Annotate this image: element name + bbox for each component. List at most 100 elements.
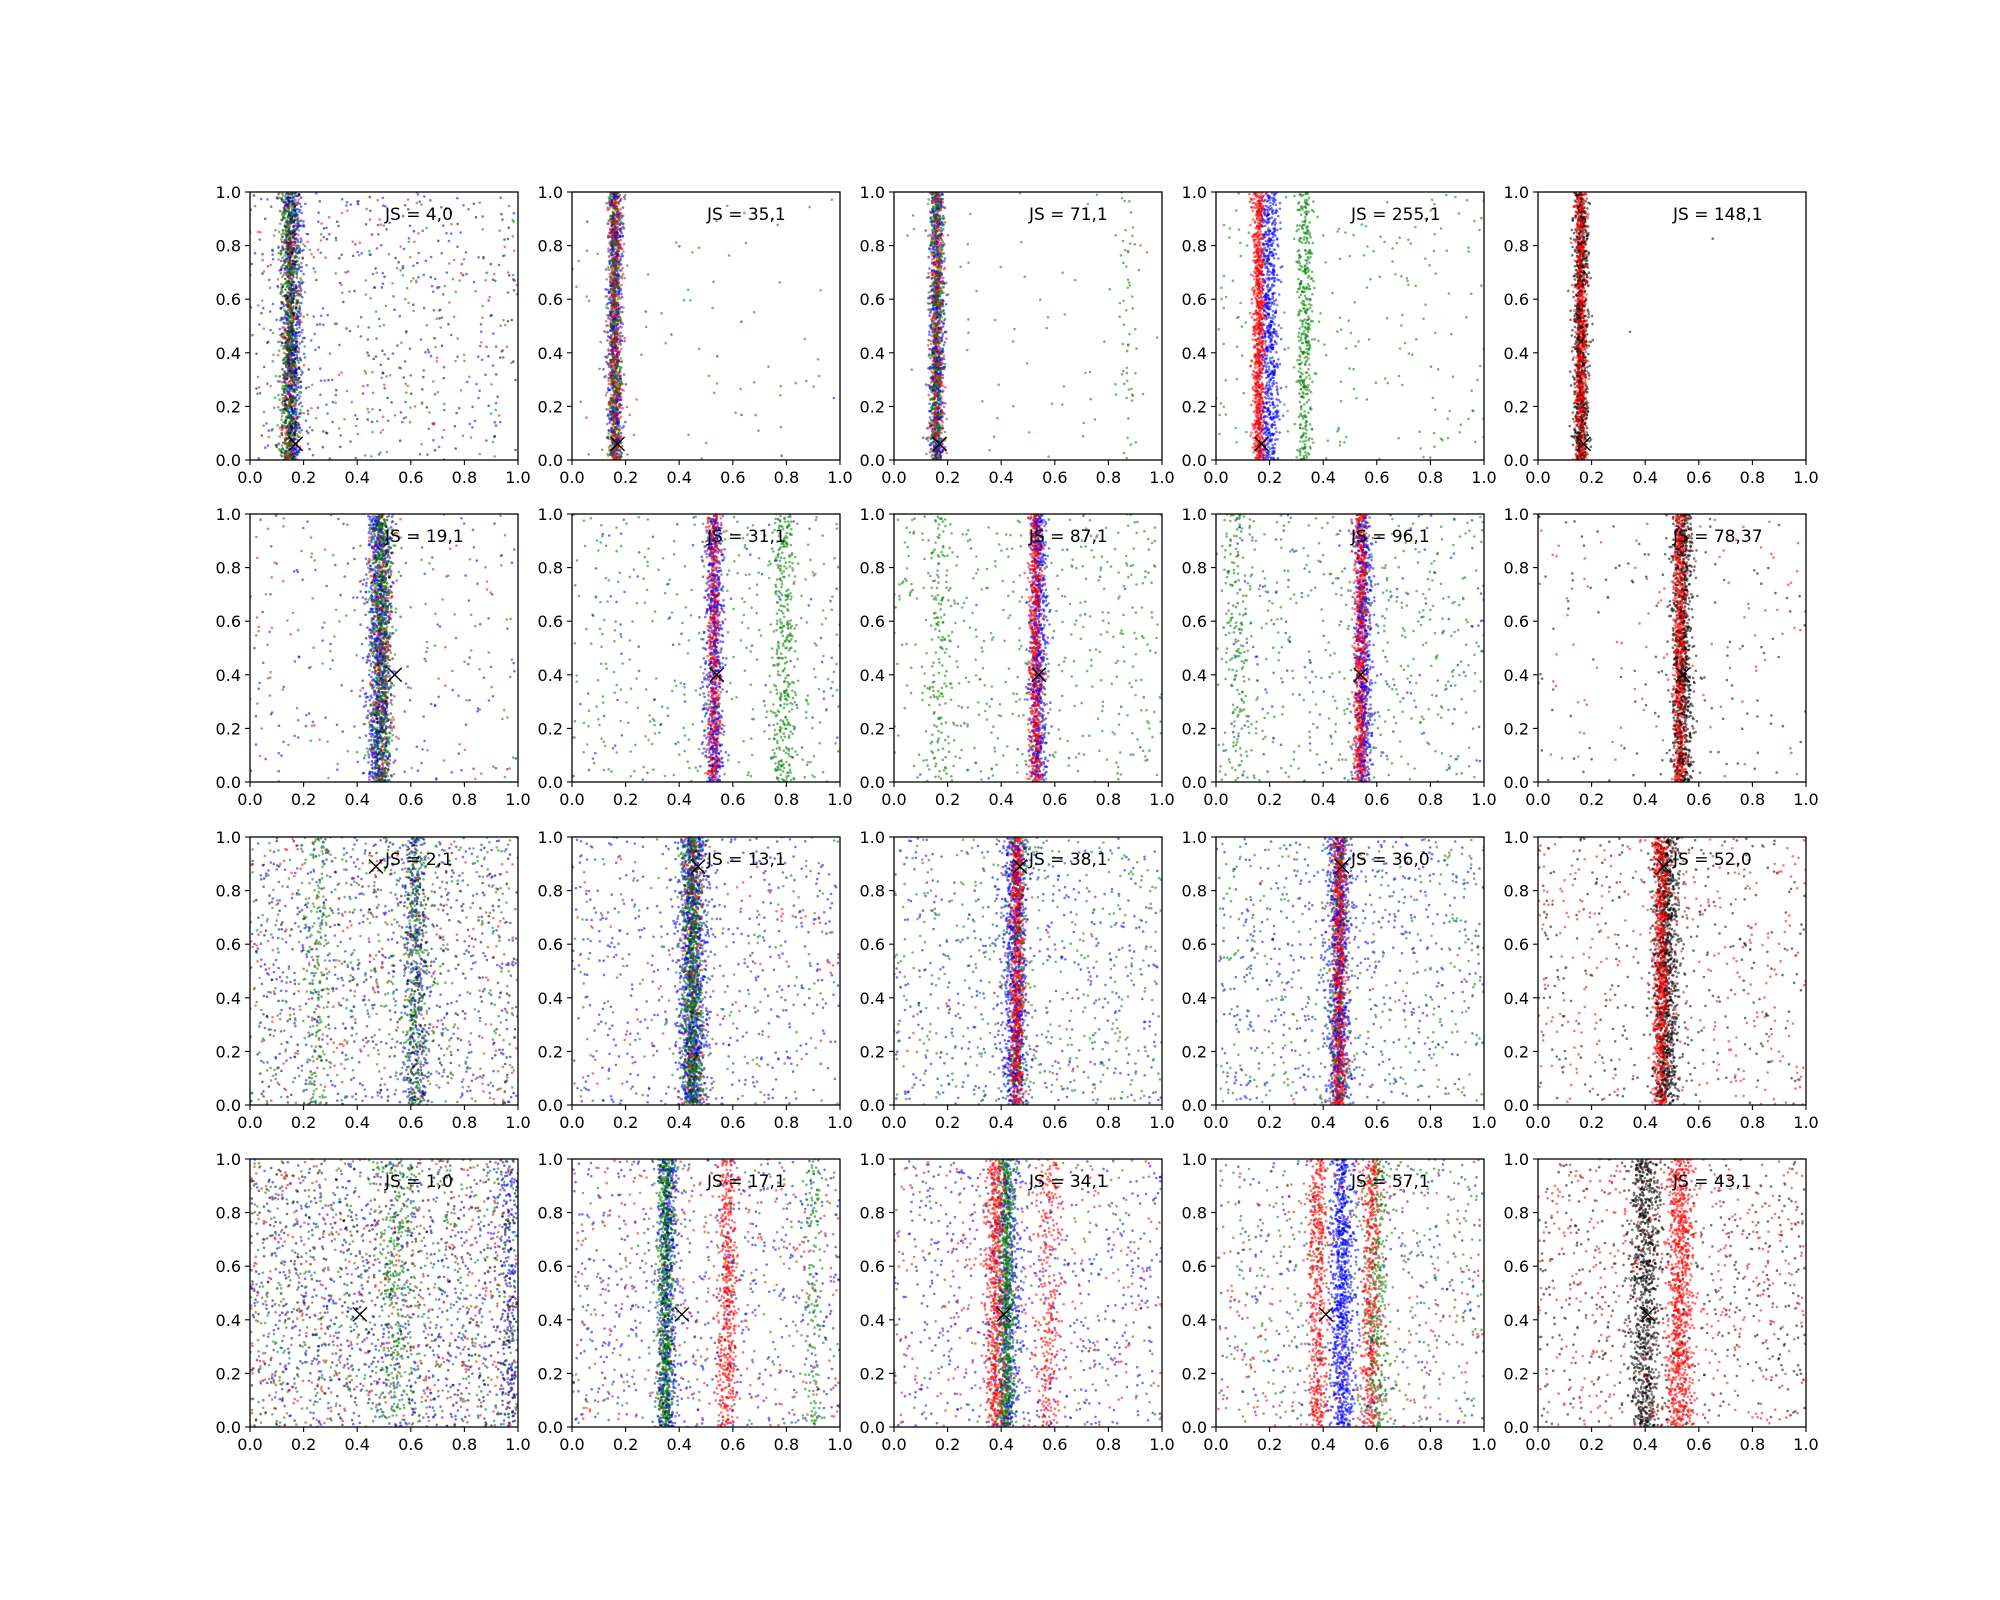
data-point-blue: [398, 366, 401, 370]
data-point-green: [621, 273, 625, 276]
data-point-green: [286, 425, 290, 428]
x-tick-label: 1.0: [505, 468, 530, 487]
data-point-black: [280, 451, 283, 454]
data-point-blue: [345, 200, 349, 204]
data-point-blue: [942, 343, 946, 347]
data-point-red: [280, 335, 283, 339]
data-point-blue: [614, 426, 617, 429]
y-tick-label: 0.4: [538, 344, 563, 363]
data-point-blue: [280, 318, 284, 321]
data-point-blue: [619, 431, 623, 435]
data-point-blue: [423, 195, 426, 198]
data-point-red: [435, 360, 439, 363]
data-point-blue: [258, 323, 261, 326]
data-point-green: [380, 376, 384, 380]
data-point-blue: [299, 237, 303, 240]
data-point-blue: [291, 288, 294, 292]
data-point-black: [250, 262, 253, 266]
data-point-red: [459, 389, 463, 392]
data-point-blue: [616, 337, 619, 341]
data-point-green: [294, 340, 298, 343]
data-point-blue: [618, 425, 621, 428]
data-point-black: [390, 401, 393, 404]
data-point-blue: [429, 255, 433, 259]
data-point-blue: [296, 453, 299, 457]
data-point-blue: [494, 401, 498, 405]
data-point-red: [462, 257, 466, 261]
data-point-red: [388, 374, 392, 377]
data-point-green: [300, 369, 303, 373]
data-point-blue: [295, 252, 298, 255]
data-point-green: [660, 312, 663, 315]
data-point-red: [297, 233, 300, 237]
data-point-blue: [381, 204, 385, 207]
data-point-red: [291, 241, 295, 244]
data-point-green: [997, 383, 1000, 387]
y-tick-label: 1.0: [216, 183, 241, 202]
data-point-blue: [316, 406, 320, 410]
data-point-red: [290, 449, 294, 453]
data-point-blue: [338, 343, 341, 347]
data-point-blue: [477, 255, 480, 259]
data-point-green: [292, 196, 295, 199]
data-point-blue: [619, 289, 622, 292]
data-point-red: [617, 280, 621, 284]
data-point-red: [505, 345, 509, 349]
data-point-black: [425, 406, 429, 409]
data-point-blue: [941, 332, 945, 336]
data-point-blue: [302, 272, 305, 276]
data-point-blue: [485, 271, 489, 275]
data-point-green: [600, 448, 604, 452]
x-tick-label: 1.0: [827, 468, 852, 487]
data-point-black: [442, 376, 446, 380]
data-point-red: [625, 405, 629, 409]
data-point-blue: [620, 305, 623, 309]
data-point-black: [289, 425, 293, 429]
data-point-red: [378, 218, 382, 221]
data-point-blue: [618, 235, 622, 239]
data-point-green: [469, 436, 473, 439]
data-point-blue: [297, 285, 301, 288]
data-point-blue: [369, 253, 372, 256]
data-point-blue: [302, 220, 305, 223]
data-point-red: [585, 416, 588, 419]
data-point-blue: [426, 348, 430, 352]
data-point-black: [412, 229, 416, 233]
data-point-blue: [440, 316, 444, 319]
data-point-blue: [441, 224, 445, 227]
data-point-blue: [605, 303, 609, 306]
data-point-red: [260, 299, 264, 302]
data-point-black: [290, 409, 294, 412]
data-point-green: [286, 338, 290, 341]
data-point-blue: [927, 255, 930, 259]
data-point-red: [707, 374, 711, 378]
data-point-blue: [293, 410, 296, 413]
data-point-red: [376, 198, 380, 202]
data-point-green: [1013, 327, 1016, 331]
data-point-blue: [607, 297, 611, 301]
data-point-green: [286, 344, 290, 348]
data-point-red: [319, 239, 323, 242]
data-point-green: [491, 440, 495, 444]
data-point-red: [296, 203, 299, 206]
data-point-green: [405, 286, 409, 290]
data-point-red: [513, 249, 516, 253]
data-point-green: [621, 266, 624, 270]
data-point-red: [608, 361, 612, 365]
data-point-blue: [617, 303, 620, 307]
data-point-red: [447, 262, 451, 265]
data-point-red: [614, 455, 618, 459]
data-point-black: [299, 196, 303, 199]
data-point-blue: [460, 262, 464, 266]
data-point-blue: [401, 420, 404, 424]
data-point-green: [294, 323, 298, 327]
data-point-blue: [412, 264, 415, 268]
data-point-blue: [297, 423, 301, 427]
data-point-blue: [293, 421, 297, 425]
data-point-green: [478, 452, 482, 456]
data-point-red: [337, 373, 341, 377]
data-point-green: [619, 357, 623, 360]
data-point-green: [286, 224, 289, 228]
data-point-red: [351, 240, 355, 243]
